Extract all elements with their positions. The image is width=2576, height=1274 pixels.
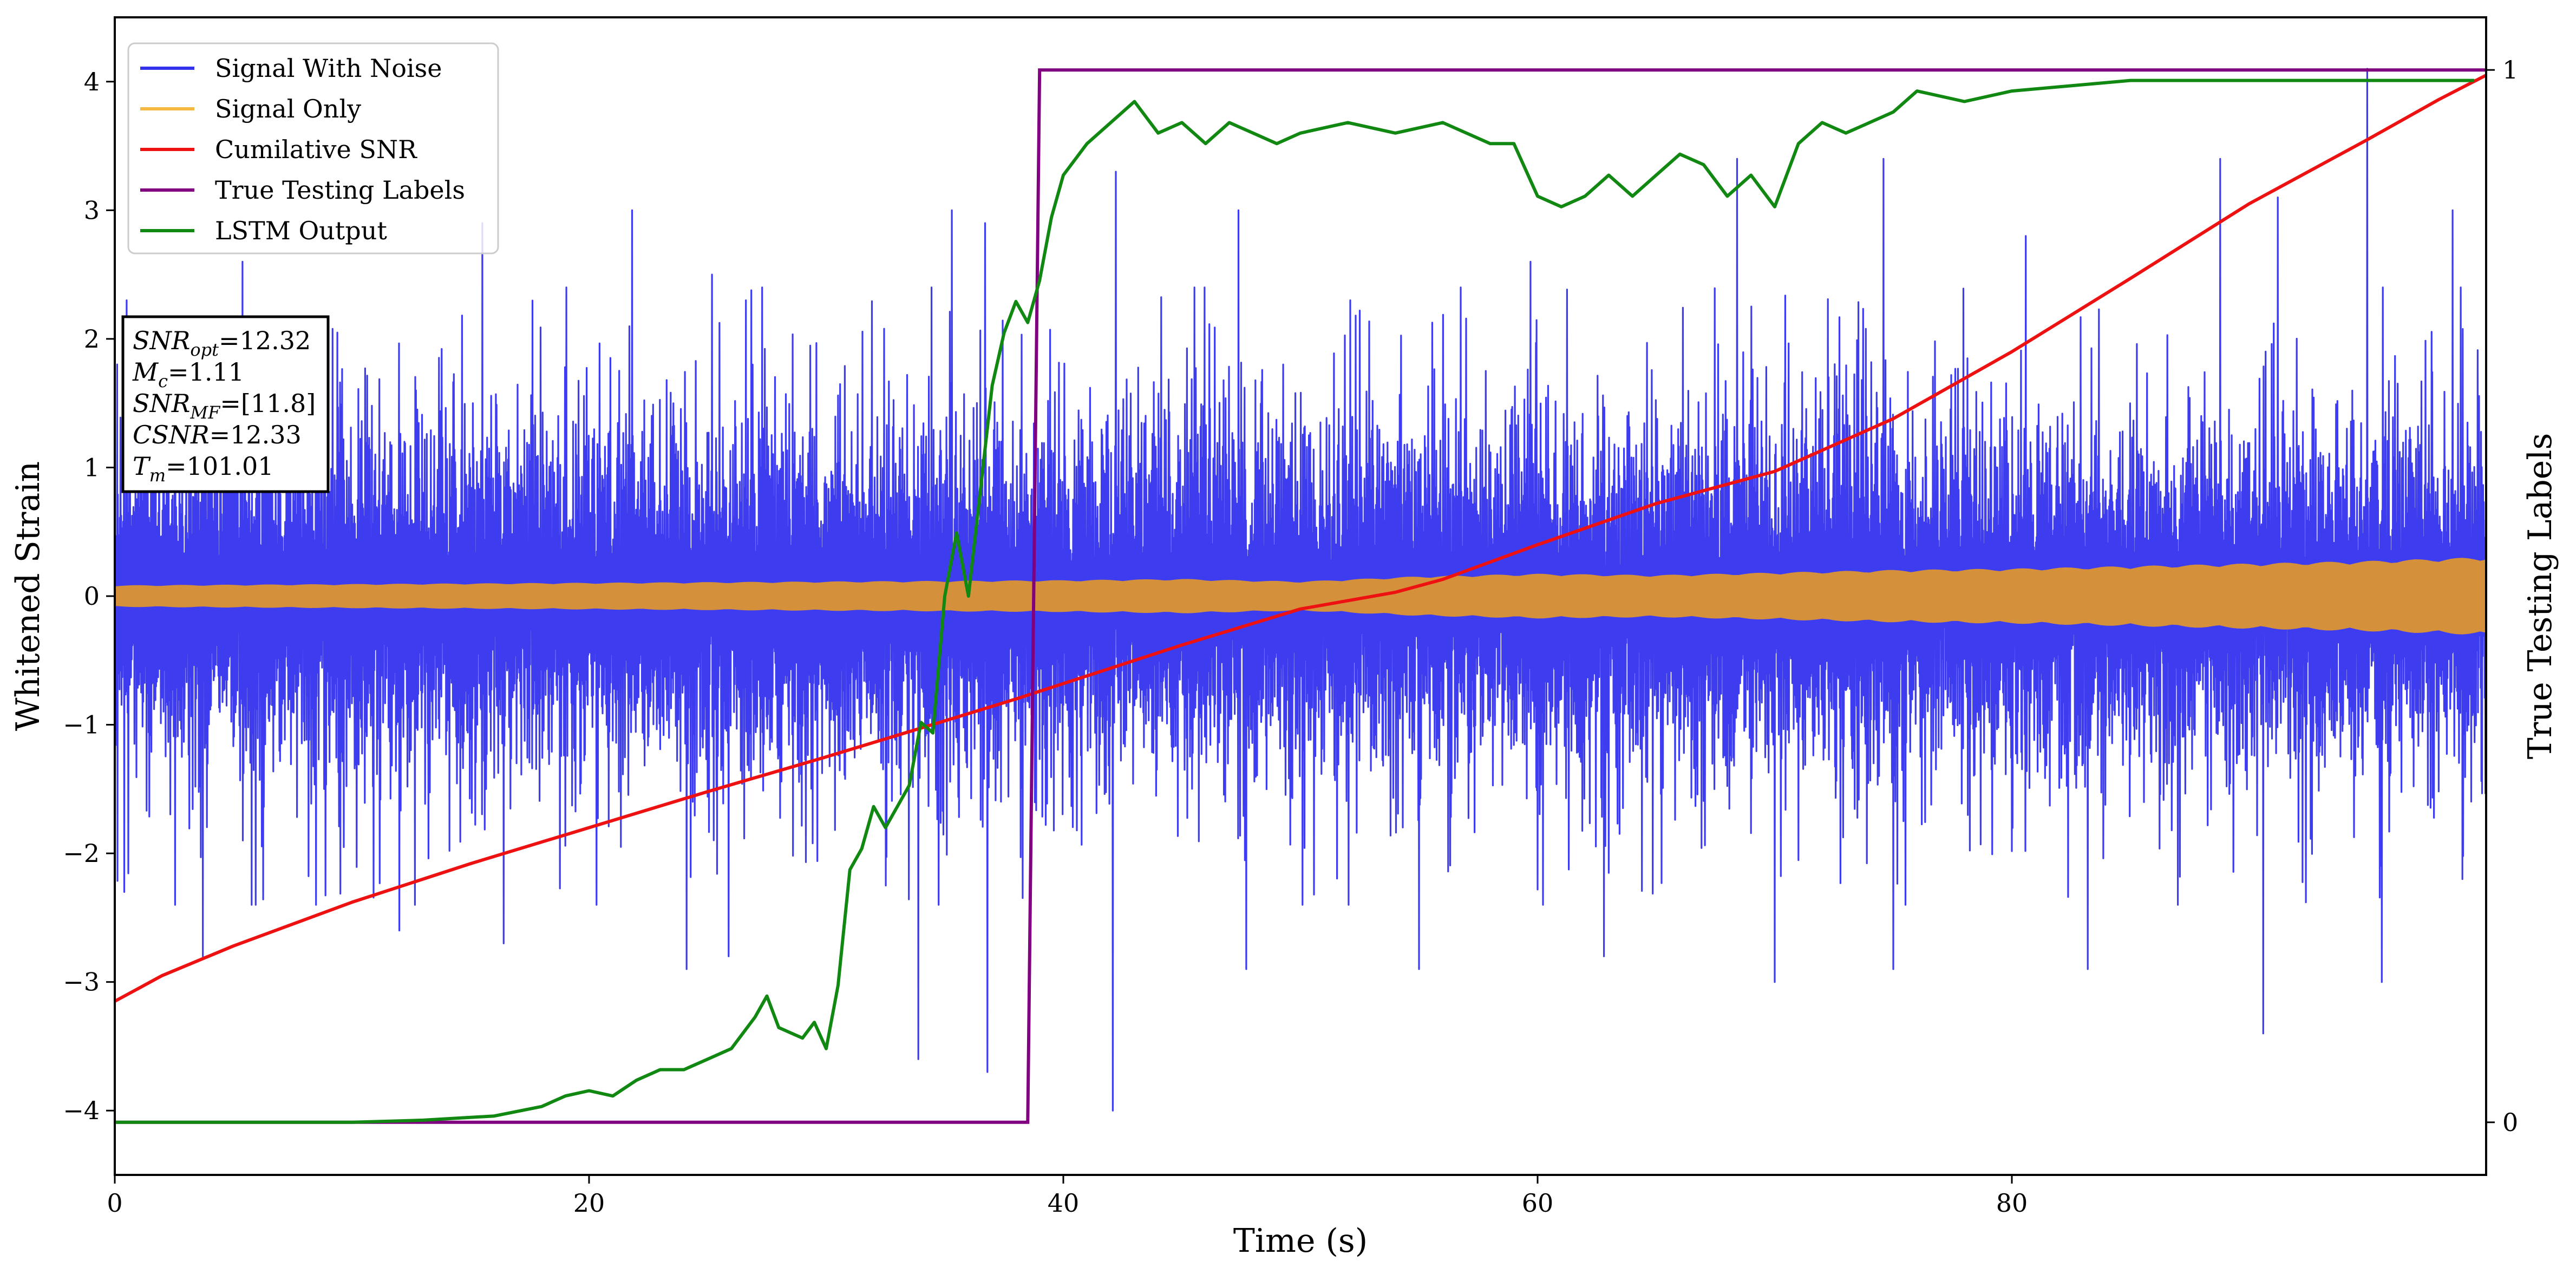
legend: Signal With Noise Signal Only Cumilative S…: [127, 42, 499, 254]
series-signal-only: [115, 558, 2486, 635]
annotation-line: Tm=101.01: [133, 452, 274, 486]
annotation-line: SNRopt=12.32: [133, 326, 311, 360]
plot-series: [115, 68, 2486, 1124]
annotation-line: SNRMF=[11.8]: [133, 389, 316, 423]
y-axis-label: Whitened Strain: [9, 461, 47, 731]
legend-label: True Testing Labels: [215, 175, 465, 205]
x-tick-label: 40: [1048, 1188, 1080, 1218]
annotation-line: CSNR=12.33: [133, 420, 302, 449]
x-axis-label: Time (s): [1233, 1222, 1368, 1260]
series-lstm-output: [115, 79, 2475, 1124]
series-cumulative-snr: [115, 74, 2486, 1003]
series-signal-with-noise: [115, 68, 2486, 1112]
x-tick-label: 60: [1522, 1188, 1554, 1218]
series-true-testing-labels: [115, 68, 2486, 1124]
y-tick-label: −2: [63, 839, 100, 868]
y2-tick-label: 0: [2502, 1108, 2518, 1137]
y-tick-label: 2: [84, 324, 100, 354]
legend-label: LSTM Output: [215, 216, 387, 245]
annotation-frame: [121, 315, 330, 493]
y-tick-label: −3: [63, 968, 100, 997]
annotation-line: Mc=1.11: [132, 357, 244, 391]
y2-axis-label: True Testing Labels: [2521, 433, 2559, 760]
y-tick-label: −4: [63, 1096, 100, 1125]
x-tick-label: 20: [573, 1188, 605, 1218]
x-tick-label: 0: [107, 1188, 122, 1218]
y-tick-label: 1: [84, 453, 100, 482]
legend-label: Signal Only: [215, 94, 361, 123]
legend-label: Signal With Noise: [215, 54, 442, 83]
y-tick-label: 0: [84, 582, 100, 611]
y-tick-label: −1: [63, 710, 100, 740]
x-tick-label: 80: [1996, 1188, 2028, 1218]
y2-tick-label: 1: [2502, 55, 2518, 84]
legend-label: Cumilative SNR: [215, 135, 417, 164]
y-tick-label: 4: [84, 67, 100, 96]
y-tick-label: 3: [84, 195, 100, 225]
legend-box: [127, 42, 499, 254]
annotation-box: SNRopt=12.32Mc=1.11SNRMF=[11.8]CSNR=12.3…: [121, 315, 330, 493]
